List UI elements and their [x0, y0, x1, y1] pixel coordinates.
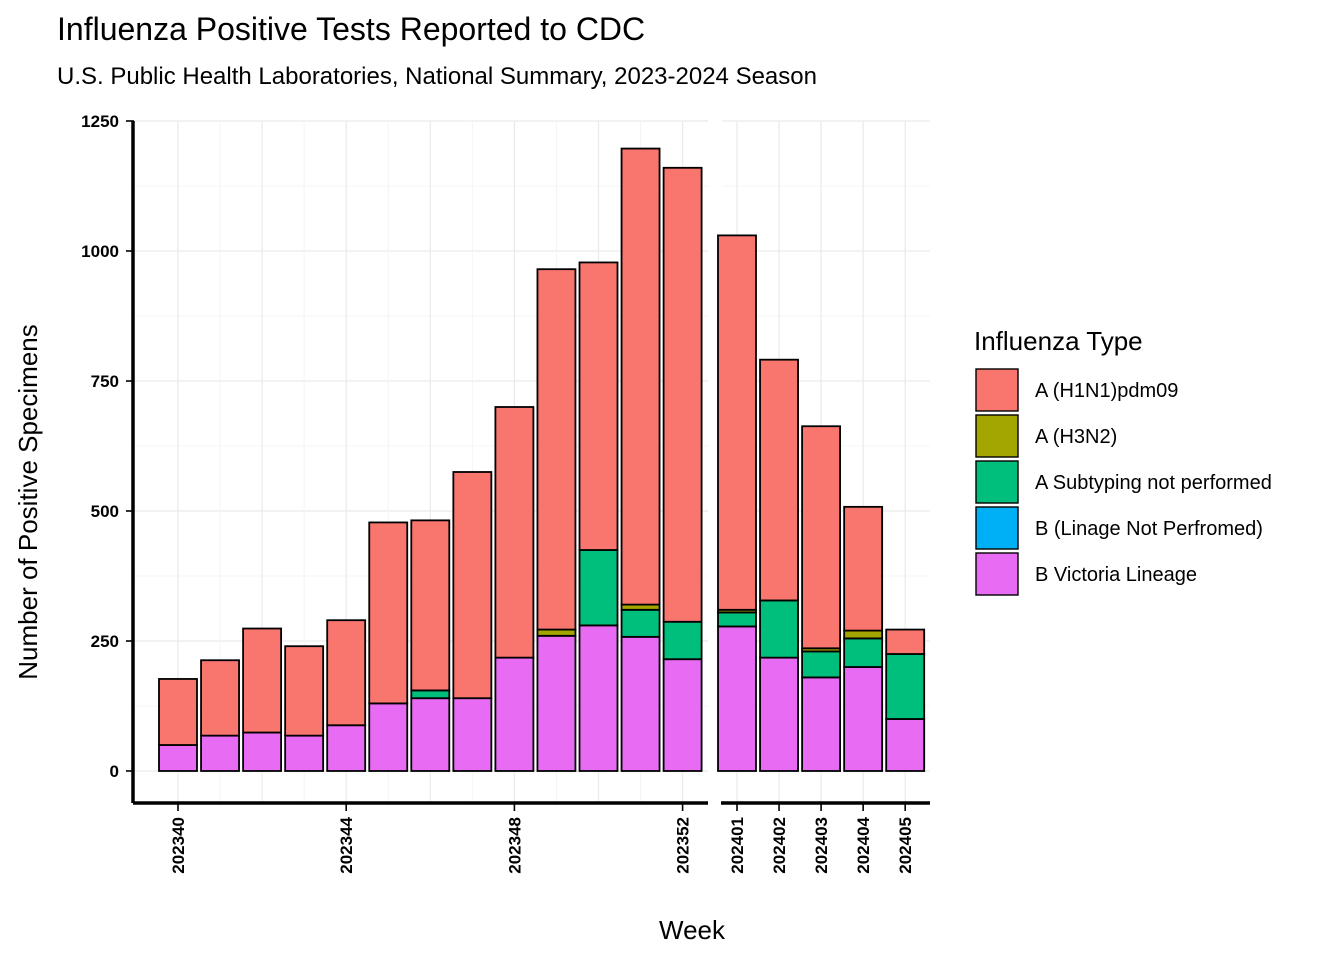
bar-segment-202348-b-victoria-lineage — [494, 656, 535, 772]
bar-segment-202349-b-victoria-lineage — [536, 634, 577, 772]
axes: 0 250 500 750 1000 1250 202340 202344 202348 2023… — [81, 112, 930, 874]
y-tick-label: 1000 — [81, 242, 119, 261]
y-tick-label: 1250 — [81, 112, 119, 131]
bar-segment-202349-a-h1n1-pdm09 — [536, 268, 577, 631]
bar-segment-202404-b-victoria-lineage — [843, 666, 884, 772]
bar-segment-202402-a-subtyping-not-performed — [759, 599, 799, 659]
bar-segment-202404-a-subtyping-not-performed — [843, 637, 884, 668]
bar-segment-202347-b-victoria-lineage — [452, 697, 493, 772]
bar-segment-202352-b-victoria-lineage — [662, 658, 703, 772]
bar-segment-202403-b-victoria-lineage — [801, 676, 841, 772]
bar-segment-202343-b-victoria-lineage — [284, 734, 325, 772]
bar-segment-202346-a-subtyping-not-performed — [410, 689, 451, 700]
bars — [158, 147, 926, 772]
bar-segment-202351-a-subtyping-not-performed — [620, 608, 661, 638]
y-tick-label: 750 — [91, 372, 119, 391]
bar-segment-202403-a-subtyping-not-performed — [801, 650, 841, 679]
bar-segment-202402-b-victoria-lineage — [759, 656, 799, 772]
bar-segment-202346-a-h1n1-pdm09 — [410, 519, 451, 692]
x-tick-label: 202340 — [169, 817, 188, 874]
legend-label: B Victoria Lineage — [1035, 564, 1197, 586]
bar-segment-202347-a-h1n1-pdm09 — [452, 471, 493, 700]
x-tick-label: 202403 — [812, 817, 831, 874]
x-tick-label: 202352 — [674, 817, 693, 874]
bar-segment-202402-a-h1n1-pdm09 — [759, 358, 799, 602]
y-tick-label: 500 — [91, 502, 119, 521]
legend: Influenza Type A (H1N1)pdm09 A (H3N2) A Su… — [974, 326, 1272, 596]
bar-segment-202342-b-victoria-lineage — [242, 731, 283, 772]
legend-swatch — [975, 414, 1019, 458]
bar-segment-202403-a-h1n1-pdm09 — [801, 425, 841, 650]
bar-segment-202350-a-subtyping-not-performed — [578, 549, 619, 627]
bar-segment-202344-b-victoria-lineage — [326, 724, 367, 772]
bar-segment-202344-a-h1n1-pdm09 — [326, 619, 367, 727]
legend-label: A (H3N2) — [1035, 426, 1117, 448]
bar-segment-202352-a-h1n1-pdm09 — [662, 166, 703, 623]
bar-segment-202352-a-subtyping-not-performed — [662, 620, 703, 661]
legend-title: Influenza Type — [974, 326, 1143, 356]
x-tick-label: 202404 — [854, 816, 873, 873]
y-axis-label: Number of Positive Specimens — [13, 324, 43, 679]
y-tick-label: 0 — [110, 762, 119, 781]
bar-segment-202341-a-h1n1-pdm09 — [200, 659, 240, 737]
bar-segment-202346-b-victoria-lineage — [410, 697, 451, 772]
x-axis-label: Week — [659, 915, 726, 945]
bar-segment-202343-a-h1n1-pdm09 — [284, 645, 325, 737]
chart-subtitle: U.S. Public Health Laboratories, Nationa… — [57, 63, 817, 90]
bar-segment-202404-a-h3n2- — [843, 629, 884, 640]
bar-segment-202345-a-h1n1-pdm09 — [368, 521, 409, 705]
bar-segment-202340-b-victoria-lineage — [158, 744, 198, 772]
legend-label: B (Linage Not Perfromed) — [1035, 518, 1263, 540]
x-tick-label: 202348 — [505, 817, 524, 874]
legend-swatch — [975, 506, 1019, 550]
bar-segment-202348-a-h1n1-pdm09 — [494, 406, 535, 659]
bar-segment-202351-b-victoria-lineage — [620, 635, 661, 772]
x-tick-label: 202344 — [337, 816, 356, 873]
x-tick-label: 202402 — [770, 817, 789, 874]
x-tick-label: 202401 — [728, 817, 747, 874]
bar-segment-202340-a-h1n1-pdm09 — [158, 678, 198, 746]
y-tick-label: 250 — [91, 632, 119, 651]
legend-swatch — [975, 368, 1019, 412]
bar-segment-202350-a-h1n1-pdm09 — [578, 261, 619, 551]
bar-segment-202405-a-h1n1-pdm09 — [885, 628, 926, 655]
bar-segment-202351-a-h1n1-pdm09 — [620, 147, 661, 606]
bar-segment-202342-a-h1n1-pdm09 — [242, 627, 283, 734]
bar-segment-202401-a-h1n1-pdm09 — [717, 234, 757, 611]
legend-swatch — [975, 460, 1019, 504]
bar-segment-202401-b-victoria-lineage — [717, 625, 757, 772]
legend-label: A (H1N1)pdm09 — [1035, 380, 1178, 402]
bar-segment-202401-a-subtyping-not-performed — [717, 611, 757, 628]
chart-title: Influenza Positive Tests Reported to CDC — [57, 11, 645, 47]
bar-segment-202350-b-victoria-lineage — [578, 624, 619, 772]
x-tick-label: 202405 — [896, 817, 915, 874]
bar-segment-202345-b-victoria-lineage — [368, 702, 409, 772]
bar-segment-202341-b-victoria-lineage — [200, 734, 240, 772]
legend-swatch — [975, 552, 1019, 596]
bar-segment-202405-a-subtyping-not-performed — [885, 653, 926, 720]
bar-segment-202404-a-h1n1-pdm09 — [843, 505, 884, 632]
legend-label: A Subtyping not performed — [1035, 472, 1272, 494]
bar-segment-202349-a-h3n2- — [536, 628, 577, 637]
bar-segment-202405-b-victoria-lineage — [885, 718, 926, 772]
